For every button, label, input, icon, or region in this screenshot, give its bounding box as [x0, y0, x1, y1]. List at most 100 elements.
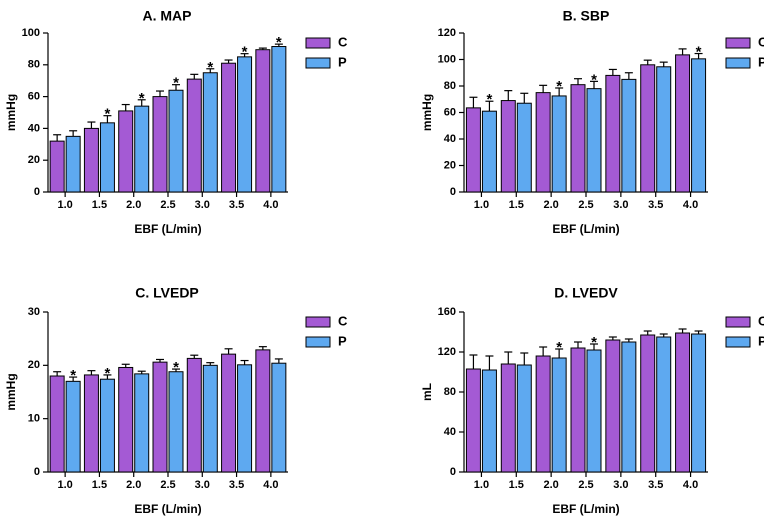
x-tick-label: 1.5: [509, 479, 524, 491]
bar-C-2.0: [535, 92, 551, 193]
significance-star: *: [70, 367, 76, 384]
y-tick-label: 20: [28, 154, 40, 166]
bar-P-1.5: [99, 378, 115, 473]
bar-P-4.0: [691, 58, 707, 193]
y-axis-label: mmHg: [420, 94, 434, 131]
legend-swatch-C: [305, 37, 331, 49]
bar-C-4.0: [255, 49, 271, 193]
legend-swatch-P: [305, 336, 331, 348]
legend-label-C: C: [758, 313, 764, 328]
chart-title: B. SBP: [563, 7, 610, 23]
significance-star: *: [591, 71, 597, 88]
bar-P-1.0: [65, 135, 81, 193]
y-tick-label: 60: [444, 106, 456, 118]
bar-P-4.0: [271, 362, 287, 473]
bar-P-2.5: [586, 88, 602, 193]
bar-P-2.5: [168, 371, 184, 473]
x-tick-label: 4.0: [263, 199, 278, 211]
x-tick-label: 3.5: [229, 479, 244, 491]
bar-C-3.5: [640, 334, 656, 473]
legend-swatch-C: [725, 37, 751, 49]
bar-C-3.0: [186, 357, 202, 473]
y-tick-label: 0: [34, 466, 40, 478]
chart-panel-2: B. SBP mmHg EBF (L/min) 0 20 40 60 80 100 120 1.0 *…: [420, 7, 764, 235]
x-tick-label: 2.0: [126, 479, 141, 491]
y-tick-label: 120: [438, 27, 456, 39]
x-tick-label: 2.0: [543, 479, 558, 491]
legend-label-P: P: [338, 333, 347, 348]
significance-star: *: [276, 34, 282, 51]
x-tick-label: 1.5: [92, 199, 107, 211]
bar-P-3.0: [202, 72, 218, 193]
y-tick-label: 160: [438, 306, 456, 318]
significance-star: *: [487, 91, 493, 108]
y-tick-label: 30: [28, 306, 40, 318]
legend-label-C: C: [758, 34, 764, 49]
legend-label-P: P: [758, 333, 764, 348]
x-tick-label: 3.0: [613, 479, 628, 491]
bar-C-1.5: [500, 363, 516, 473]
chart-title: D. LVEDV: [554, 284, 618, 300]
y-tick-label: 40: [444, 426, 456, 438]
legend-swatch-P: [725, 57, 751, 69]
bar-P-2.5: [586, 349, 602, 473]
bar-P-4.0: [691, 333, 707, 473]
bar-C-4.0: [675, 332, 691, 473]
x-tick-label: 1.0: [57, 479, 72, 491]
y-tick-label: 0: [34, 186, 40, 198]
significance-star: *: [591, 334, 597, 351]
bar-P-4.0: [271, 46, 287, 193]
bar-P-2.0: [551, 357, 567, 473]
legend-swatch-C: [305, 316, 331, 328]
y-tick-label: 100: [22, 27, 40, 39]
x-tick-label: 2.5: [160, 199, 175, 211]
significance-star: *: [105, 365, 111, 382]
bar-C-3.5: [221, 353, 237, 473]
significance-star: *: [556, 78, 562, 95]
significance-star: *: [207, 59, 213, 76]
y-tick-label: 0: [450, 186, 456, 198]
chart-title: C. LVEDP: [135, 284, 199, 300]
bar-P-3.5: [237, 56, 253, 193]
bar-P-1.5: [516, 102, 532, 193]
x-axis-label: EBF (L/min): [134, 222, 201, 236]
bar-C-2.0: [535, 355, 551, 473]
x-tick-label: 2.5: [578, 199, 593, 211]
legend-swatch-C: [725, 316, 751, 328]
bar-P-1.5: [516, 364, 532, 473]
y-tick-label: 10: [28, 413, 40, 425]
x-tick-label: 1.0: [474, 199, 489, 211]
bar-C-3.5: [221, 62, 237, 193]
bar-C-1.0: [465, 368, 481, 473]
significance-star: *: [696, 44, 702, 61]
bar-C-3.0: [605, 74, 621, 193]
x-tick-label: 2.0: [126, 199, 141, 211]
y-tick-label: 40: [28, 122, 40, 134]
y-tick-label: 60: [28, 91, 40, 103]
x-tick-label: 3.0: [613, 199, 628, 211]
bar-P-1.0: [481, 110, 497, 193]
x-tick-label: 1.0: [57, 199, 72, 211]
bar-C-2.5: [570, 84, 586, 193]
legend-label-C: C: [338, 313, 348, 328]
bar-P-3.5: [656, 336, 672, 473]
bar-C-3.0: [605, 339, 621, 473]
x-tick-label: 3.5: [648, 479, 663, 491]
bar-P-1.0: [481, 369, 497, 473]
bar-C-1.0: [49, 140, 65, 193]
bar-C-3.0: [186, 78, 202, 193]
y-tick-label: 20: [28, 359, 40, 371]
x-tick-label: 3.0: [195, 199, 210, 211]
x-tick-label: 4.0: [683, 479, 698, 491]
bar-C-2.0: [118, 366, 134, 473]
bar-C-2.5: [152, 96, 168, 193]
bar-C-1.0: [49, 375, 65, 473]
chart-panel-3: C. LVEDP mmHg EBF (L/min) 0 10 20 30 1.0 * 1.5 * 2.…: [4, 284, 348, 515]
x-tick-label: 3.5: [229, 199, 244, 211]
bar-C-4.0: [675, 54, 691, 193]
bar-P-2.0: [134, 105, 150, 193]
legend-label-P: P: [758, 54, 764, 69]
y-axis-label: mmHg: [4, 373, 18, 410]
bar-C-1.5: [83, 127, 99, 193]
